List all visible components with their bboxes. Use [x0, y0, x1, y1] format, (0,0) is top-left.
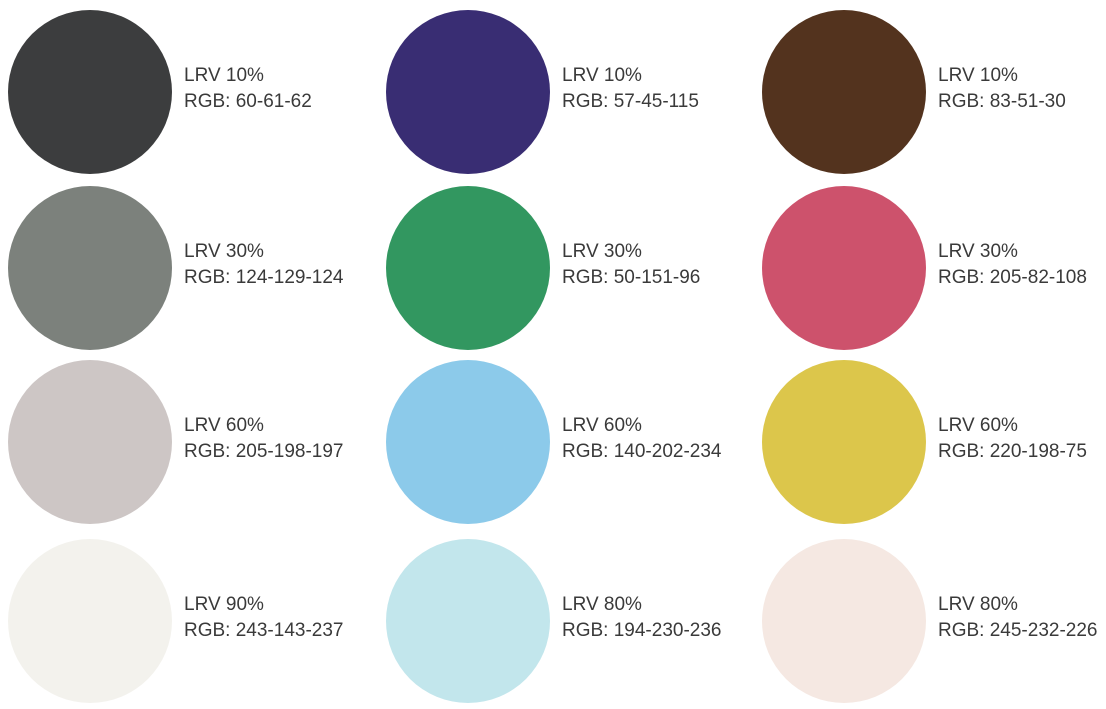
swatch-label: LRV 30% RGB: 124-129-124 — [184, 239, 344, 291]
lrv-value: LRV 80% — [562, 594, 642, 615]
rgb-value: RGB: 57-45-115 — [562, 91, 699, 112]
lrv-value: LRV 90% — [184, 594, 264, 615]
lrv-value: LRV 60% — [562, 415, 642, 436]
lrv-value: LRV 30% — [184, 241, 264, 262]
color-circle — [762, 10, 926, 174]
swatch-gray: LRV 30% RGB: 124-129-124 — [8, 186, 388, 356]
lrv-value: LRV 30% — [562, 241, 642, 262]
swatch-mustard: LRV 60% RGB: 220-198-75 — [762, 360, 1106, 530]
swatch-label: LRV 90% RGB: 243-143-237 — [184, 592, 344, 644]
swatch-indigo: LRV 10% RGB: 57-45-115 — [386, 10, 766, 180]
rgb-value: RGB: 220-198-75 — [938, 441, 1087, 462]
rgb-value: RGB: 50-151-96 — [562, 267, 701, 288]
color-circle — [386, 360, 550, 524]
color-circle — [8, 539, 172, 703]
color-circle — [8, 186, 172, 350]
rgb-value: RGB: 243-143-237 — [184, 620, 344, 641]
lrv-value: LRV 10% — [562, 65, 642, 86]
swatch-label: LRV 30% RGB: 50-151-96 — [562, 239, 700, 291]
color-circle — [386, 186, 550, 350]
rgb-value: RGB: 245-232-226 — [938, 620, 1098, 641]
swatch-green: LRV 30% RGB: 50-151-96 — [386, 186, 766, 356]
lrv-value: LRV 10% — [938, 65, 1018, 86]
color-circle — [762, 360, 926, 524]
swatch-label: LRV 60% RGB: 205-198-197 — [184, 413, 344, 465]
swatch-rose: LRV 30% RGB: 205-82-108 — [762, 186, 1106, 356]
swatch-pale-blue: LRV 80% RGB: 194-230-236 — [386, 539, 766, 709]
swatch-label: LRV 10% RGB: 60-61-62 — [184, 63, 312, 115]
swatch-dark-gray: LRV 10% RGB: 60-61-62 — [8, 10, 388, 180]
swatch-sky-blue: LRV 60% RGB: 140-202-234 — [386, 360, 766, 530]
swatch-label: LRV 60% RGB: 220-198-75 — [938, 413, 1087, 465]
swatch-label: LRV 10% RGB: 83-51-30 — [938, 63, 1066, 115]
rgb-value: RGB: 194-230-236 — [562, 620, 722, 641]
color-circle — [762, 186, 926, 350]
color-circle — [386, 10, 550, 174]
rgb-value: RGB: 205-198-197 — [184, 441, 344, 462]
swatch-off-white: LRV 90% RGB: 243-143-237 — [8, 539, 388, 709]
lrv-value: LRV 80% — [938, 594, 1018, 615]
rgb-value: RGB: 140-202-234 — [562, 441, 722, 462]
rgb-value: RGB: 205-82-108 — [938, 267, 1087, 288]
rgb-value: RGB: 124-129-124 — [184, 267, 344, 288]
swatch-pale-peach: LRV 80% RGB: 245-232-226 — [762, 539, 1106, 709]
lrv-value: LRV 10% — [184, 65, 264, 86]
color-circle — [762, 539, 926, 703]
swatch-label: LRV 80% RGB: 194-230-236 — [562, 592, 722, 644]
swatch-label: LRV 30% RGB: 205-82-108 — [938, 239, 1087, 291]
swatch-label: LRV 80% RGB: 245-232-226 — [938, 592, 1098, 644]
color-circle — [8, 10, 172, 174]
swatch-label: LRV 60% RGB: 140-202-234 — [562, 413, 722, 465]
swatch-light-gray: LRV 60% RGB: 205-198-197 — [8, 360, 388, 530]
rgb-value: RGB: 60-61-62 — [184, 91, 312, 112]
lrv-value: LRV 30% — [938, 241, 1018, 262]
color-circle — [386, 539, 550, 703]
swatch-brown: LRV 10% RGB: 83-51-30 — [762, 10, 1106, 180]
color-circle — [8, 360, 172, 524]
rgb-value: RGB: 83-51-30 — [938, 91, 1066, 112]
swatch-label: LRV 10% RGB: 57-45-115 — [562, 63, 699, 115]
lrv-value: LRV 60% — [938, 415, 1018, 436]
lrv-value: LRV 60% — [184, 415, 264, 436]
